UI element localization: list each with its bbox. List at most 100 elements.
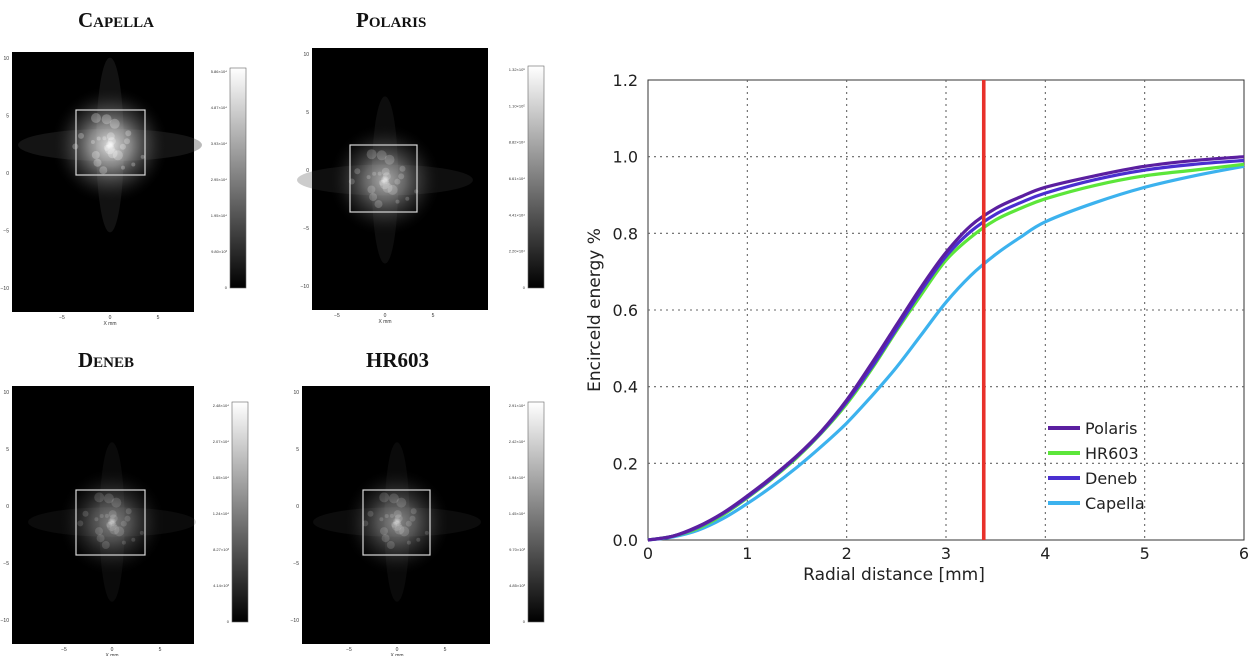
colorbar-label: 4.41×10⁴ — [509, 212, 526, 217]
panel-x-tick: −5 — [61, 647, 67, 653]
panel-y-tick: 0 — [306, 168, 309, 174]
panel-x-tick: −5 — [59, 315, 65, 321]
panel-y-tick: 10 — [303, 52, 309, 58]
colorbar-label: 1.24×10⁴ — [213, 511, 230, 516]
panel-x-tick: 0 — [396, 647, 399, 653]
colorbar-label: 1.10×10⁵ — [509, 103, 526, 108]
psf-spot — [57, 467, 167, 577]
colorbar-label: 4.85×10³ — [509, 583, 526, 588]
psf-spot — [342, 467, 452, 577]
colorbar-label: 1.94×10⁴ — [509, 475, 526, 480]
panel-x-tick: 5 — [159, 647, 162, 653]
legend-label-polaris: Polaris — [1085, 419, 1137, 438]
panel-y-tick: 0 — [6, 504, 9, 510]
encircled-energy-chart: 0 1 2 3 4 5 6 0.0 0.2 0.4 0.6 0.8 1.0 1.2 Radial dista… — [585, 71, 1249, 585]
psf-spot — [327, 122, 443, 238]
x-tick-label: 2 — [842, 544, 852, 563]
colorbar — [527, 65, 545, 289]
plot-area — [647, 79, 1245, 541]
panel-x-tick: 0 — [111, 647, 114, 653]
panel-title-polaris: Polaris — [356, 8, 427, 32]
colorbar-label: 8.27×10³ — [213, 547, 230, 552]
panel-y-tick: 5 — [306, 110, 309, 116]
colorbar-label: 8.82×10⁴ — [509, 140, 526, 145]
panel-x-tick: 5 — [157, 315, 160, 321]
legend-label-deneb: Deneb — [1085, 469, 1137, 488]
psf-image — [312, 48, 488, 310]
x-tick-label: 6 — [1239, 544, 1249, 563]
legend-label-capella: Capella — [1085, 494, 1145, 513]
aperture-box — [362, 489, 431, 556]
colorbar — [231, 401, 249, 623]
psf-image — [12, 52, 194, 312]
panel-y-tick: 10 — [3, 390, 9, 396]
aperture-box — [349, 144, 418, 213]
panel-x-tick: −5 — [346, 647, 352, 653]
y-tick-label: 0.6 — [613, 301, 638, 320]
panel-y-tick: −5 — [293, 561, 299, 567]
colorbar-label: 3.93×10⁴ — [211, 141, 228, 146]
panel-y-tick: −10 — [1, 286, 10, 292]
colorbar-label: 1.45×10⁴ — [509, 511, 526, 516]
x-tick-label: 3 — [941, 544, 951, 563]
colorbar-label: 4.87×10⁴ — [211, 105, 228, 110]
panel-y-tick: 10 — [293, 390, 299, 396]
panel-title-hr603: HR603 — [366, 348, 429, 372]
colorbar-label: 0 — [523, 285, 526, 290]
panel-x-tick: 5 — [444, 647, 447, 653]
y-tick-label: 0.2 — [613, 454, 638, 473]
panel-y-tick: 5 — [296, 447, 299, 453]
panel-x-tick: 5 — [432, 313, 435, 319]
y-axis-label: Encirceld energy % — [585, 228, 605, 392]
panel-x-label: X mm — [378, 319, 391, 325]
panel-y-tick: −5 — [3, 561, 9, 567]
colorbar-label: 9.70×10³ — [509, 547, 526, 552]
panel-title-deneb: Deneb — [78, 348, 135, 372]
panel-image-capella: 10 5 0 −5 −10 −5 0 5 X mm 5.86×10⁴ 4.87×10⁴ 3.93×10… — [1, 52, 247, 327]
panel-y-tick: 0 — [296, 504, 299, 510]
colorbar-label: 0 — [227, 619, 230, 624]
colorbar-label: 1.65×10⁴ — [213, 475, 230, 480]
colorbar-label: 2.95×10⁴ — [211, 177, 228, 182]
panel-y-tick: 5 — [6, 114, 9, 120]
panel-x-tick: 0 — [384, 313, 387, 319]
panel-x-tick: 0 — [109, 315, 112, 321]
colorbar-label: 4.14×10³ — [213, 583, 230, 588]
colorbar-label: 1.32×10⁵ — [509, 67, 526, 72]
panel-title-capella: Capella — [78, 8, 155, 32]
panel-y-tick: −5 — [303, 226, 309, 232]
panel-y-tick: 0 — [6, 171, 9, 177]
colorbar-label: 2.42×10⁴ — [509, 439, 526, 444]
x-axis-label: Radial distance [mm] — [803, 565, 985, 585]
y-tick-label: 0.8 — [613, 224, 638, 243]
x-tick-label: 5 — [1140, 544, 1150, 563]
y-tick-label: 1.0 — [613, 148, 638, 167]
colorbar-label: 5.86×10⁴ — [211, 69, 228, 74]
y-tick-label: 0.0 — [613, 531, 638, 550]
colorbar-label: 0 — [225, 285, 228, 290]
colorbar — [229, 67, 247, 289]
panel-y-tick: 10 — [3, 56, 9, 62]
x-tick-label: 4 — [1040, 544, 1050, 563]
colorbar-label: 9.80×10³ — [211, 249, 228, 254]
series-line-polaris — [647, 155, 1245, 542]
psf-image — [302, 386, 490, 644]
colorbar — [527, 401, 545, 623]
panel-x-label: X mm — [103, 321, 116, 327]
colorbar-label: 6.61×10⁴ — [509, 176, 526, 181]
y-tick-label: 0.4 — [613, 378, 638, 397]
panel-y-tick: −10 — [291, 618, 300, 624]
y-tick-label: 1.2 — [613, 71, 638, 90]
panel-y-tick: −10 — [1, 618, 10, 624]
panel-y-tick: −10 — [301, 284, 310, 290]
colorbar-label: 1.95×10⁴ — [211, 213, 228, 218]
x-tick-label: 0 — [643, 544, 653, 563]
psf-image — [12, 386, 194, 644]
panel-y-tick: 5 — [6, 447, 9, 453]
colorbar-label: 0 — [523, 619, 526, 624]
series-line-capella — [647, 164, 1245, 542]
panel-x-tick: −5 — [334, 313, 340, 319]
panel-image-polaris: 10 5 0 −5 −10 −5 0 5 X mm 1.32×10⁵ 1.10×10⁵ 8.82×10… — [297, 48, 545, 325]
